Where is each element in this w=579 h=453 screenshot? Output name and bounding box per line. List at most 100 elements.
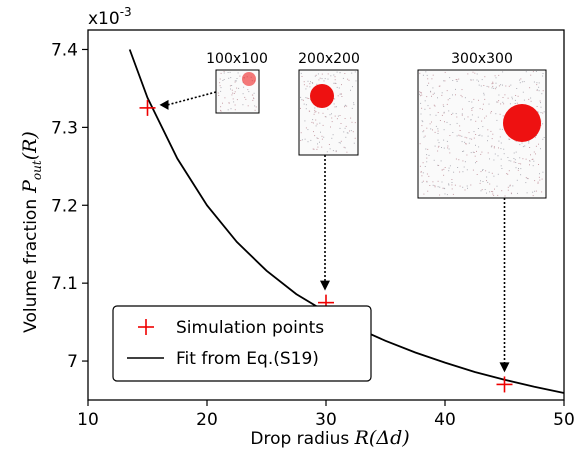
noise-dot [520, 163, 522, 165]
noise-dot [487, 140, 488, 142]
noise-dot [536, 106, 538, 107]
noise-dot [532, 71, 534, 73]
noise-dot [463, 166, 465, 168]
noise-dot [480, 171, 482, 173]
noise-dot [429, 107, 431, 109]
noise-dot [483, 94, 485, 96]
noise-dot [425, 71, 427, 73]
noise-dot [476, 150, 477, 152]
noise-dot [443, 168, 445, 170]
noise-dot [439, 186, 441, 188]
noise-dot [482, 169, 484, 170]
noise-dot [514, 159, 516, 161]
noise-dot [334, 98, 336, 100]
noise-dot [474, 72, 476, 74]
noise-dot [480, 180, 481, 182]
noise-dot [537, 111, 539, 113]
noise-dot [446, 121, 448, 123]
x-tick-label: 30 [315, 410, 337, 430]
noise-dot [523, 99, 525, 101]
noise-dot [337, 115, 339, 117]
noise-dot [223, 71, 225, 72]
noise-dot [351, 121, 353, 123]
noise-dot [508, 160, 510, 162]
noise-dot [535, 71, 537, 72]
noise-dot [508, 138, 510, 140]
noise-dot [521, 81, 523, 83]
noise-dot [443, 80, 445, 82]
noise-dot [467, 73, 469, 75]
noise-dot [316, 137, 318, 139]
noise-dot [339, 142, 341, 144]
noise-dot [326, 151, 328, 153]
noise-dot [311, 121, 313, 123]
noise-dot [419, 95, 421, 97]
noise-dot [438, 145, 440, 147]
noise-dot [444, 193, 446, 195]
y-tick-label: 7.4 [51, 40, 78, 60]
y-tick-label: 7.2 [51, 196, 78, 216]
noise-dot [347, 132, 349, 134]
noise-dot [336, 71, 338, 73]
noise-dot [524, 145, 526, 147]
noise-dot [302, 99, 304, 101]
noise-dot [480, 153, 482, 155]
noise-dot [431, 121, 432, 123]
noise-dot [472, 169, 474, 171]
noise-dot [437, 139, 439, 141]
noise-dot [540, 148, 541, 150]
noise-dot [484, 76, 486, 78]
noise-dot [347, 78, 349, 80]
noise-dot [514, 103, 516, 104]
noise-dot [253, 92, 255, 94]
noise-dot [439, 120, 441, 121]
noise-dot [540, 106, 542, 108]
noise-dot [504, 195, 506, 197]
legend-marker-simulation [138, 319, 154, 335]
noise-dot [421, 125, 423, 127]
noise-dot [426, 85, 428, 86]
noise-dot [494, 188, 495, 190]
noise-dot [421, 175, 423, 177]
noise-dot [355, 80, 357, 82]
noise-dot [427, 105, 429, 107]
noise-dot [310, 139, 312, 141]
noise-dot [437, 164, 439, 166]
noise-dot [464, 136, 466, 138]
noise-dot [459, 125, 461, 127]
noise-dot [472, 71, 474, 73]
noise-dot [426, 180, 428, 182]
noise-dot [455, 79, 457, 80]
noise-dot [449, 165, 451, 167]
noise-dot [471, 108, 473, 110]
noise-dot [244, 96, 246, 98]
noise-dot [456, 122, 458, 124]
noise-dot [346, 105, 348, 107]
noise-dot [537, 112, 539, 114]
noise-dot [248, 91, 250, 93]
noise-dot [535, 190, 537, 192]
noise-dot [424, 135, 426, 137]
noise-dot [534, 190, 536, 192]
noise-dot [481, 135, 483, 137]
noise-dot [426, 154, 428, 156]
noise-dot [526, 177, 528, 179]
noise-dot [502, 97, 504, 98]
noise-dot [461, 113, 463, 115]
y-multiplier-label: x10-3 [88, 5, 132, 29]
noise-dot [456, 116, 458, 118]
noise-dot [442, 187, 444, 189]
noise-dot [509, 103, 511, 105]
noise-dot [461, 89, 463, 91]
noise-dot [227, 72, 229, 73]
noise-dot [320, 131, 321, 133]
noise-dot [459, 171, 461, 173]
legend-label-fit: Fit from Eq.(S19) [176, 349, 319, 369]
noise-dot [426, 96, 428, 98]
noise-dot [441, 181, 443, 183]
noise-dot [229, 85, 231, 87]
inset-frame [298, 69, 359, 156]
noise-dot [520, 168, 522, 170]
noise-dot [476, 73, 478, 75]
noise-dot [477, 128, 479, 129]
